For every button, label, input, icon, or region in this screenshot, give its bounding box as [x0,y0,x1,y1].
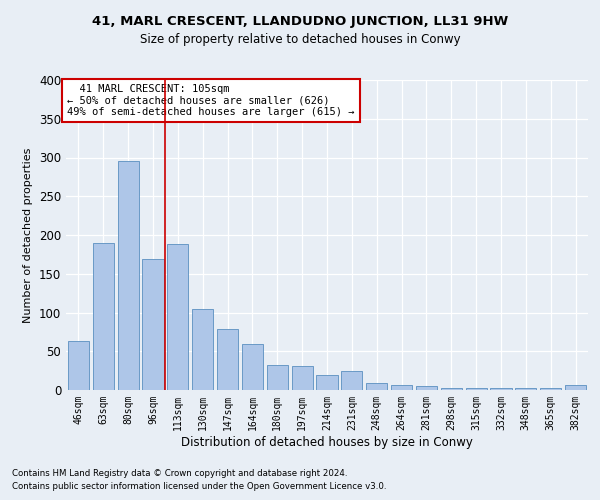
Bar [466,388,487,390]
Bar [416,386,437,390]
Bar [490,388,512,390]
Bar [316,374,338,390]
Bar [217,329,238,390]
Bar [515,388,536,390]
Bar [167,244,188,390]
Bar [267,365,288,390]
Bar [366,383,387,390]
Bar [292,366,313,390]
Text: Size of property relative to detached houses in Conwy: Size of property relative to detached ho… [140,32,460,46]
Bar [242,344,263,390]
X-axis label: Distribution of detached houses by size in Conwy: Distribution of detached houses by size … [181,436,473,448]
Bar [441,388,462,390]
Bar [68,341,89,390]
Bar [93,243,114,390]
Bar [142,259,164,390]
Bar [540,388,561,390]
Bar [391,384,412,390]
Bar [341,372,362,390]
Bar [565,384,586,390]
Text: Contains HM Land Registry data © Crown copyright and database right 2024.: Contains HM Land Registry data © Crown c… [12,468,347,477]
Bar [192,308,213,390]
Bar [118,160,139,390]
Y-axis label: Number of detached properties: Number of detached properties [23,148,34,322]
Text: 41, MARL CRESCENT, LLANDUDNO JUNCTION, LL31 9HW: 41, MARL CRESCENT, LLANDUDNO JUNCTION, L… [92,15,508,28]
Text: Contains public sector information licensed under the Open Government Licence v3: Contains public sector information licen… [12,482,386,491]
Text: 41 MARL CRESCENT: 105sqm
← 50% of detached houses are smaller (626)
49% of semi-: 41 MARL CRESCENT: 105sqm ← 50% of detach… [67,84,355,117]
